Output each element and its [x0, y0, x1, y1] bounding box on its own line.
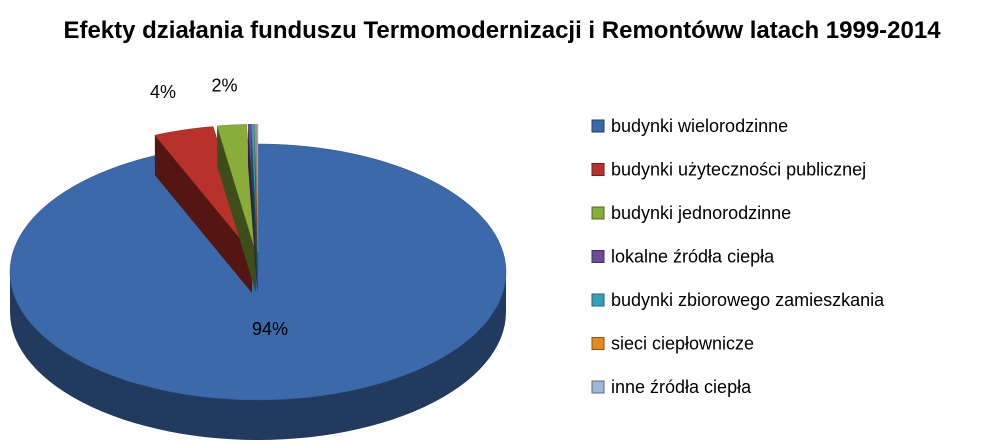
data-label: 94% [252, 319, 288, 339]
legend-label: budynki zbiorowego zamieszkania [611, 290, 885, 310]
legend-swatch [591, 380, 605, 394]
slice-wall [251, 124, 258, 293]
slice-wall [154, 135, 252, 293]
data-label: 2% [212, 75, 238, 95]
legend-swatch [591, 337, 605, 350]
slice-top [9, 143, 507, 401]
legend-swatch [591, 119, 605, 133]
legend-label: lokalne źródła ciepła [611, 246, 775, 266]
chart-title: Efekty działania funduszu Termomoderniza… [63, 17, 941, 44]
legend-label: inne źródła ciepła [611, 377, 752, 397]
slice-top [216, 124, 257, 253]
slice-wall [247, 124, 258, 293]
data-label: 4% [150, 82, 176, 102]
slice-top [154, 126, 253, 254]
slice-top [254, 123, 259, 253]
legend-swatch [591, 206, 605, 220]
legend-label: budynki wielorodzinne [611, 116, 788, 136]
slice-top [256, 123, 259, 253]
legend-label: budynki jednorodzinne [611, 203, 791, 223]
slice-wall [217, 125, 256, 293]
legend-label: budynki użyteczności publicznej [611, 159, 866, 179]
slice-side [10, 272, 506, 440]
legend-swatch [591, 293, 605, 307]
legend-label: sieci ciepłownicze [611, 333, 754, 353]
pie-slice [256, 123, 259, 293]
legend-swatch [591, 163, 605, 176]
slice-top [251, 123, 258, 253]
legend-swatch [591, 250, 605, 263]
